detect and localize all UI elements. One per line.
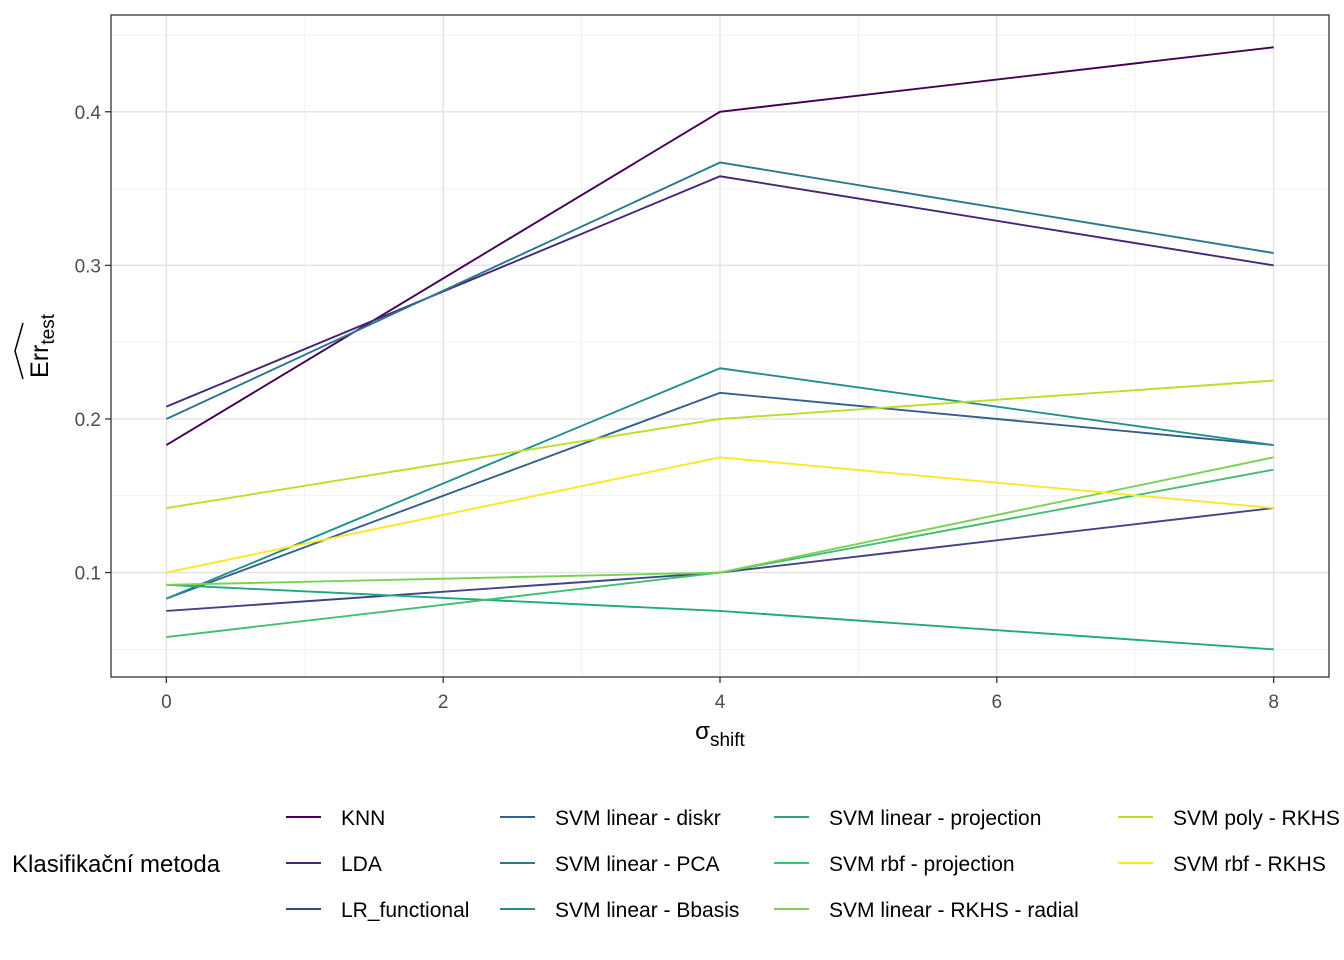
legend-label: SVM linear - PCA bbox=[555, 853, 720, 876]
legend-label: SVM rbf - projection bbox=[829, 853, 1015, 876]
series-line bbox=[166, 379, 1274, 509]
grid bbox=[111, 15, 1329, 677]
legend-label: SVM linear - RKHS - radial bbox=[829, 899, 1079, 922]
x-tick-label: 8 bbox=[1268, 692, 1279, 713]
series-lines bbox=[165, 46, 1274, 651]
legend-label: KNN bbox=[341, 807, 385, 830]
series-line bbox=[165, 367, 1274, 600]
x-axis-title: σshift bbox=[695, 718, 745, 751]
series-line bbox=[166, 456, 1274, 574]
series-line bbox=[165, 161, 1274, 420]
y-tick-label: 0.2 bbox=[75, 410, 101, 431]
legend-label: SVM linear - projection bbox=[829, 807, 1041, 830]
x-tick-label: 0 bbox=[161, 692, 172, 713]
legend-label: SVM rbf - RKHS bbox=[1173, 853, 1326, 876]
legend: KNN LDA LR_functional SVM linear - diskr SVM… bbox=[286, 807, 1340, 922]
legend-label: LDA bbox=[341, 853, 382, 876]
svg-text:Errtest: Errtest bbox=[26, 313, 59, 378]
legend-title: Klasifikační metoda bbox=[12, 851, 221, 878]
y-axis-title: Errtest bbox=[14, 313, 59, 380]
x-axis-title-sub: shift bbox=[710, 730, 746, 751]
y-axis-ticks: 0.1 0.2 0.3 0.4 bbox=[75, 103, 111, 585]
series-line bbox=[165, 175, 1274, 408]
y-tick-label: 0.4 bbox=[75, 103, 102, 124]
legend-label: LR_functional bbox=[341, 899, 469, 922]
x-axis-title-main: σ bbox=[695, 718, 710, 745]
y-tick-label: 0.3 bbox=[75, 256, 101, 277]
series-line bbox=[166, 456, 1274, 586]
x-tick-label: 6 bbox=[992, 692, 1003, 713]
y-axis-title-sub: test bbox=[38, 313, 59, 344]
legend-label: SVM linear - diskr bbox=[555, 807, 721, 830]
legend-label: SVM linear - Bbasis bbox=[555, 899, 739, 922]
x-axis-ticks: 0 2 4 6 8 bbox=[161, 677, 1279, 713]
y-tick-label: 0.1 bbox=[75, 564, 101, 585]
x-tick-label: 2 bbox=[438, 692, 449, 713]
y-axis-title-hat bbox=[14, 322, 24, 380]
series-line bbox=[166, 391, 1274, 600]
series-line bbox=[166, 583, 1274, 651]
x-tick-label: 4 bbox=[715, 692, 726, 713]
legend-label: SVM poly - RKHS bbox=[1173, 807, 1340, 830]
y-axis-title-main: Err bbox=[26, 345, 54, 378]
